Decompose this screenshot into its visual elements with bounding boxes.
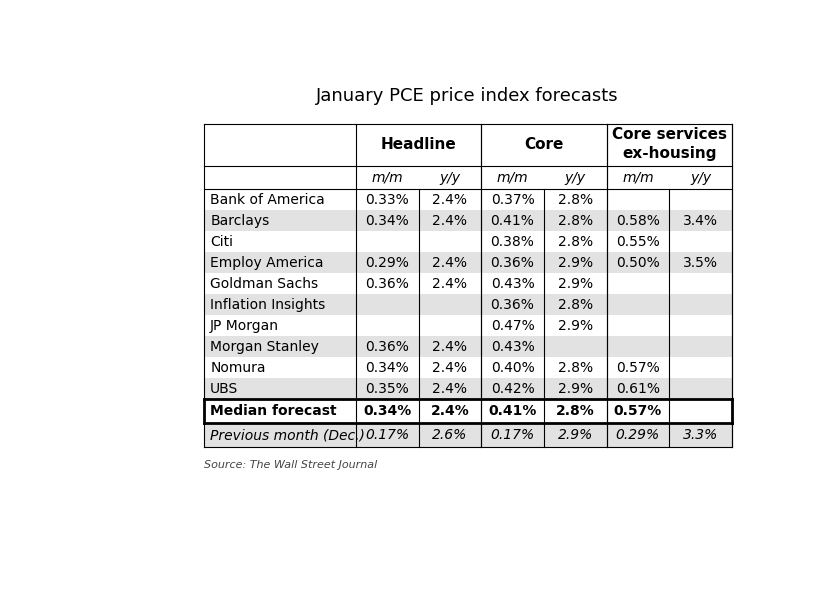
Text: Nomura: Nomura <box>210 361 266 375</box>
Text: 2.4%: 2.4% <box>432 361 467 375</box>
Text: 3.5%: 3.5% <box>683 256 718 270</box>
Text: 0.17%: 0.17% <box>365 428 410 442</box>
Bar <box>204 423 732 447</box>
Text: 0.33%: 0.33% <box>366 193 409 207</box>
Text: 2.8%: 2.8% <box>558 214 593 228</box>
Bar <box>204 253 732 273</box>
Text: 2.8%: 2.8% <box>558 193 593 207</box>
Text: 2.4%: 2.4% <box>432 214 467 228</box>
Text: 0.36%: 0.36% <box>490 298 534 312</box>
Text: m/m: m/m <box>371 171 403 184</box>
Text: JP Morgan: JP Morgan <box>210 319 279 333</box>
Text: 0.37%: 0.37% <box>490 193 534 207</box>
Text: 2.6%: 2.6% <box>432 428 468 442</box>
Text: 0.34%: 0.34% <box>363 404 411 418</box>
Bar <box>204 336 732 358</box>
Text: UBS: UBS <box>210 382 238 396</box>
Bar <box>204 211 732 231</box>
Text: Goldman Sachs: Goldman Sachs <box>210 277 318 291</box>
Bar <box>204 273 732 295</box>
Bar <box>204 124 732 189</box>
Text: 2.9%: 2.9% <box>558 256 593 270</box>
Text: ex-housing: ex-housing <box>622 146 716 161</box>
Text: Inflation Insights: Inflation Insights <box>210 298 326 312</box>
Text: Core: Core <box>524 137 563 152</box>
Text: y/y: y/y <box>440 171 460 184</box>
Text: 0.36%: 0.36% <box>366 277 409 291</box>
Text: 0.41%: 0.41% <box>489 404 537 418</box>
Text: 0.50%: 0.50% <box>616 256 660 270</box>
Text: 2.4%: 2.4% <box>432 277 467 291</box>
Text: 0.47%: 0.47% <box>490 319 534 333</box>
Text: 0.55%: 0.55% <box>616 235 660 249</box>
Text: 0.58%: 0.58% <box>616 214 660 228</box>
Bar <box>204 231 732 253</box>
Text: 0.61%: 0.61% <box>616 382 660 396</box>
Text: 2.9%: 2.9% <box>558 382 593 396</box>
Bar <box>204 358 732 378</box>
Text: 0.57%: 0.57% <box>614 404 662 418</box>
Text: 0.34%: 0.34% <box>366 214 409 228</box>
Text: 0.34%: 0.34% <box>366 361 409 375</box>
Text: 2.4%: 2.4% <box>432 340 467 354</box>
Text: Barclays: Barclays <box>210 214 269 228</box>
Text: 0.35%: 0.35% <box>366 382 409 396</box>
Bar <box>204 378 732 400</box>
Text: 3.3%: 3.3% <box>683 428 718 442</box>
Text: 2.4%: 2.4% <box>432 382 467 396</box>
Text: Employ America: Employ America <box>210 256 323 270</box>
Text: 2.8%: 2.8% <box>558 235 593 249</box>
Text: Headline: Headline <box>381 137 456 152</box>
Text: m/m: m/m <box>622 171 654 184</box>
Text: 2.8%: 2.8% <box>556 404 594 418</box>
Text: Source: The Wall Street Journal: Source: The Wall Street Journal <box>204 460 377 470</box>
Text: 0.36%: 0.36% <box>490 256 534 270</box>
Bar <box>204 315 732 336</box>
Text: 3.4%: 3.4% <box>683 214 718 228</box>
Text: 2.4%: 2.4% <box>430 404 470 418</box>
Text: y/y: y/y <box>690 171 711 184</box>
Text: y/y: y/y <box>564 171 586 184</box>
Text: Bank of America: Bank of America <box>210 193 325 207</box>
Text: 0.42%: 0.42% <box>490 382 534 396</box>
Text: 0.40%: 0.40% <box>490 361 534 375</box>
Text: January PCE price index forecasts: January PCE price index forecasts <box>317 87 619 106</box>
Text: 2.4%: 2.4% <box>432 193 467 207</box>
Text: 0.43%: 0.43% <box>490 277 534 291</box>
Text: 2.9%: 2.9% <box>558 277 593 291</box>
Text: 2.9%: 2.9% <box>558 319 593 333</box>
Text: Previous month (Dec.): Previous month (Dec.) <box>210 428 365 442</box>
Text: 0.36%: 0.36% <box>366 340 409 354</box>
Text: Morgan Stanley: Morgan Stanley <box>210 340 319 354</box>
Bar <box>204 189 732 211</box>
Text: 0.17%: 0.17% <box>490 428 534 442</box>
Text: Median forecast: Median forecast <box>210 404 337 418</box>
Text: Citi: Citi <box>210 235 234 249</box>
Text: 0.38%: 0.38% <box>490 235 534 249</box>
Bar <box>204 400 732 423</box>
Text: Core services: Core services <box>612 127 726 142</box>
Text: m/m: m/m <box>497 171 529 184</box>
Text: 0.41%: 0.41% <box>490 214 534 228</box>
Text: 2.9%: 2.9% <box>558 428 593 442</box>
Bar <box>204 295 732 315</box>
Text: 2.8%: 2.8% <box>558 298 593 312</box>
Text: 0.29%: 0.29% <box>616 428 660 442</box>
Text: 0.29%: 0.29% <box>366 256 409 270</box>
Text: 0.43%: 0.43% <box>490 340 534 354</box>
Text: 0.57%: 0.57% <box>616 361 660 375</box>
Text: 2.8%: 2.8% <box>558 361 593 375</box>
Text: 2.4%: 2.4% <box>432 256 467 270</box>
